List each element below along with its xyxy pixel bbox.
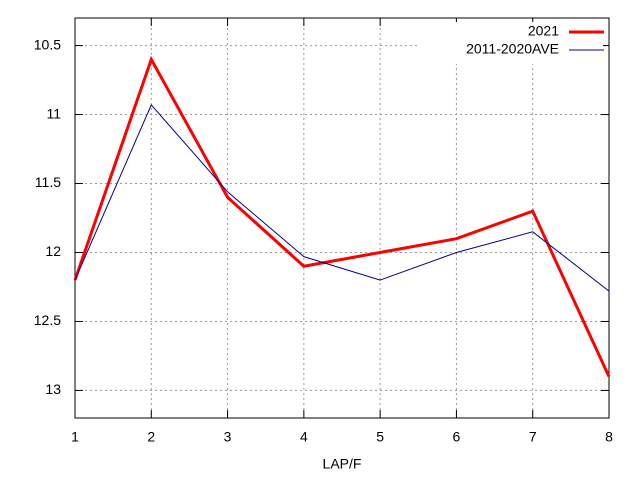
legend-label: 2021 — [528, 23, 559, 39]
series-line — [73, 55, 611, 378]
y-tick-label: 10.5 — [34, 36, 61, 52]
legend-label: 2011-2020AVE — [466, 41, 559, 57]
x-tick-label: 1 — [71, 429, 79, 445]
y-tick-label: 12.5 — [34, 312, 61, 328]
y-tick-label: 11 — [46, 105, 61, 121]
x-tick-label: 3 — [224, 429, 232, 445]
x-tick-label: 2 — [147, 429, 155, 445]
x-tick-label: 6 — [453, 429, 461, 445]
x-tick-label: 5 — [376, 429, 384, 445]
x-tick-label: 7 — [529, 429, 537, 445]
y-tick-label: 11.5 — [35, 174, 61, 190]
y-tick-label: 12 — [45, 243, 61, 259]
x-axis-label: LAP/F — [323, 456, 362, 472]
series-line — [74, 103, 610, 292]
legend-box — [419, 22, 603, 64]
x-tick-label: 8 — [605, 429, 613, 445]
x-tick-label: 4 — [300, 429, 308, 445]
y-tick-label: 13 — [45, 381, 61, 397]
plot-border — [74, 17, 610, 419]
